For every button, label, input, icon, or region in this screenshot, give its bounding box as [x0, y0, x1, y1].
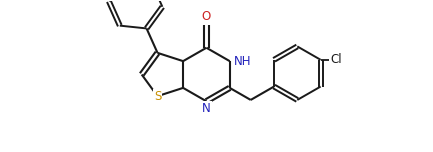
- Text: S: S: [154, 90, 161, 103]
- Text: N: N: [202, 102, 211, 115]
- Text: O: O: [202, 10, 211, 23]
- Text: Cl: Cl: [330, 53, 342, 66]
- Text: NH: NH: [234, 55, 251, 68]
